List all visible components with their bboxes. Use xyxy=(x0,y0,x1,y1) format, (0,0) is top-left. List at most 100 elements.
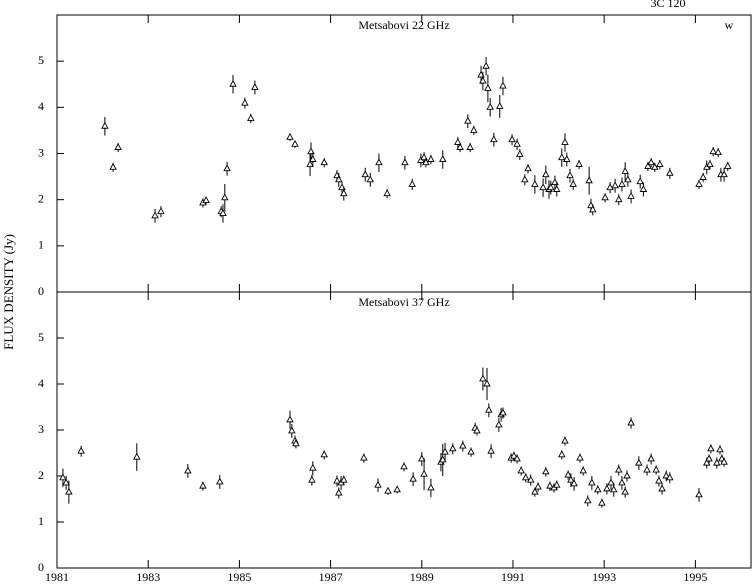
data-point xyxy=(292,439,300,447)
data-point xyxy=(635,458,643,466)
data-point xyxy=(495,101,504,109)
y-tick-label: 0 xyxy=(38,284,44,298)
x-tick-label: 1993 xyxy=(592,570,616,584)
data-point xyxy=(623,471,631,479)
data-point xyxy=(575,160,583,168)
x-tick-label: 1987 xyxy=(319,570,343,584)
data-point xyxy=(720,170,728,178)
plot-frame xyxy=(56,291,752,569)
data-point xyxy=(527,475,535,483)
data-point xyxy=(510,451,518,459)
data-point xyxy=(658,484,666,492)
data-point xyxy=(375,158,383,166)
data-point xyxy=(601,193,609,201)
data-point xyxy=(636,177,644,185)
data-point xyxy=(567,475,575,483)
data-point xyxy=(499,81,507,89)
data-point xyxy=(606,183,614,191)
data-point xyxy=(422,158,430,166)
data-point xyxy=(564,470,572,478)
data-point xyxy=(441,447,449,455)
data-point xyxy=(202,196,210,204)
data-point xyxy=(221,193,229,201)
data-point xyxy=(552,480,561,488)
data-point xyxy=(647,454,655,462)
y-tick-label: 4 xyxy=(38,376,44,390)
y-tick-label: 3 xyxy=(38,422,44,436)
data-point xyxy=(361,170,369,178)
data-point xyxy=(59,473,67,481)
data-point xyxy=(611,181,619,189)
data-point xyxy=(695,179,703,187)
data-point xyxy=(306,160,314,168)
panel-title: Metsabovi 37 GHz xyxy=(358,295,449,309)
data-point xyxy=(199,481,207,489)
data-point xyxy=(666,473,674,481)
y-tick-label: 3 xyxy=(38,145,44,159)
data-point xyxy=(542,467,550,475)
data-point xyxy=(499,408,507,416)
y-tick-label: 1 xyxy=(38,238,44,252)
data-point xyxy=(627,418,635,426)
data-point xyxy=(408,179,416,187)
data-point xyxy=(703,458,711,466)
data-point xyxy=(374,480,382,488)
data-point xyxy=(427,155,435,162)
y-tick-label: 0 xyxy=(38,560,44,574)
data-point xyxy=(647,158,655,166)
data-point xyxy=(699,173,707,180)
y-tick-label: 5 xyxy=(38,53,44,67)
data-point xyxy=(482,61,490,69)
data-point xyxy=(561,137,569,145)
data-point xyxy=(133,452,141,460)
data-point xyxy=(485,405,493,413)
data-point xyxy=(466,143,474,150)
data-point xyxy=(607,478,615,486)
data-point xyxy=(656,160,664,168)
data-point xyxy=(539,183,547,191)
data-point xyxy=(603,484,611,492)
data-point xyxy=(621,487,629,495)
data-point xyxy=(714,148,722,156)
data-point xyxy=(569,179,577,187)
data-point xyxy=(454,137,462,145)
data-point xyxy=(308,475,316,483)
data-point xyxy=(546,481,554,489)
data-point xyxy=(588,478,596,486)
data-point xyxy=(384,486,392,494)
x-tick-label: 1985 xyxy=(227,570,251,584)
data-point xyxy=(456,143,464,150)
data-point xyxy=(652,465,660,473)
data-point xyxy=(552,185,561,192)
data-point xyxy=(62,478,70,486)
data-point xyxy=(241,98,249,106)
data-point xyxy=(484,83,492,91)
y-tick-label: 4 xyxy=(38,99,44,113)
data-point xyxy=(643,465,651,473)
data-point xyxy=(723,161,732,169)
data-point xyxy=(216,477,224,485)
data-point xyxy=(720,457,728,465)
data-point xyxy=(335,175,343,183)
data-point xyxy=(340,475,348,483)
y-axis-label: FLUX DENSITY (Jy) xyxy=(1,234,16,350)
data-point xyxy=(101,121,109,129)
plot-frame xyxy=(56,14,752,293)
data-point xyxy=(184,466,192,474)
data-point xyxy=(418,454,426,462)
data-point xyxy=(467,447,475,455)
data-point xyxy=(65,487,73,495)
data-point xyxy=(286,415,294,423)
data-point xyxy=(563,155,571,162)
data-point xyxy=(508,135,516,143)
annotation: w xyxy=(725,18,734,32)
y-tick-label: 5 xyxy=(38,330,44,344)
x-tick-label: 1981 xyxy=(45,570,69,584)
data-point xyxy=(521,175,529,183)
data-point xyxy=(547,183,555,191)
data-point xyxy=(449,444,457,452)
data-point xyxy=(521,473,530,481)
data-point xyxy=(531,487,539,495)
data-point xyxy=(401,158,409,166)
